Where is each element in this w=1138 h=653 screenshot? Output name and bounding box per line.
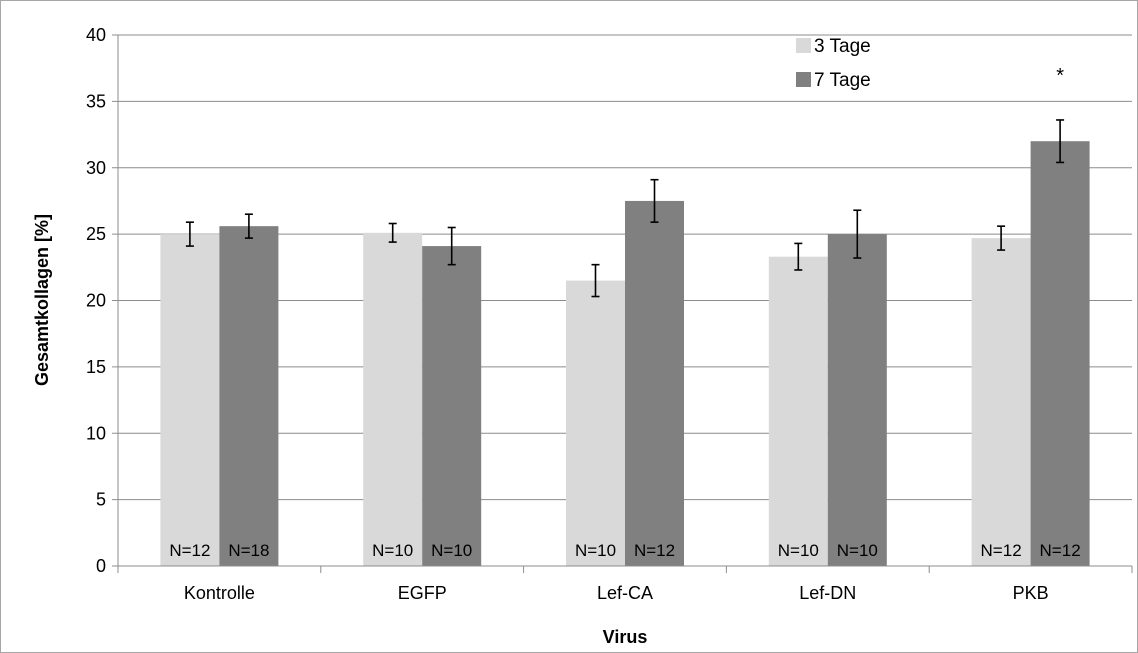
y-tick-label: 0 <box>96 556 106 576</box>
y-tick-label: 35 <box>86 91 106 111</box>
n-label: N=12 <box>634 541 675 560</box>
n-label: N=10 <box>431 541 472 560</box>
x-tick-label: Lef-DN <box>799 583 856 603</box>
n-label: N=18 <box>228 541 269 560</box>
bar <box>768 256 828 566</box>
x-tick-label: Lef-CA <box>597 583 653 603</box>
y-axis-title: Gesamtkollagen [%] <box>32 214 52 386</box>
y-tick-label: 40 <box>86 25 106 45</box>
bar <box>422 246 482 566</box>
bars <box>160 119 1090 567</box>
significance-marker: * <box>1056 65 1064 87</box>
x-tick-label: Kontrolle <box>184 583 255 603</box>
y-tick-label: 10 <box>86 423 106 443</box>
n-label: N=12 <box>981 541 1022 560</box>
bar <box>625 200 684 566</box>
bar <box>971 238 1031 567</box>
legend-label: 3 Tage <box>814 36 871 57</box>
legend-label: 7 Tage <box>814 70 871 91</box>
legend-swatch <box>796 38 811 53</box>
y-tick-label: 30 <box>86 158 106 178</box>
axes: 0 5 10 15 20 25 30 35 40 <box>86 25 1133 576</box>
bar <box>160 234 220 566</box>
labels: Kontrolle EGFP Lef-CA Lef-DN PKB N=12 N=10 N=10… <box>169 65 1080 603</box>
bar <box>219 226 279 566</box>
x-tick-label: PKB <box>1013 583 1049 603</box>
n-label: N=10 <box>837 541 878 560</box>
legend-swatch <box>796 72 811 87</box>
y-tick-label: 20 <box>86 291 106 311</box>
bar <box>827 234 887 566</box>
y-tick-label: 5 <box>96 490 106 510</box>
bar <box>363 232 423 567</box>
n-label: N=12 <box>1040 541 1081 560</box>
y-tick-label: 15 <box>86 357 106 377</box>
y-tick-label: 25 <box>86 224 106 244</box>
n-label: N=10 <box>372 541 413 560</box>
x-axis-title: Virus <box>603 627 648 647</box>
legend: 3 Tage 7 Tage <box>796 36 871 91</box>
n-label: N=12 <box>169 541 210 560</box>
n-label: N=10 <box>575 541 616 560</box>
bar <box>1030 141 1090 566</box>
n-label: N=10 <box>778 541 819 560</box>
x-tick-label: EGFP <box>398 583 447 603</box>
bar <box>566 280 625 566</box>
